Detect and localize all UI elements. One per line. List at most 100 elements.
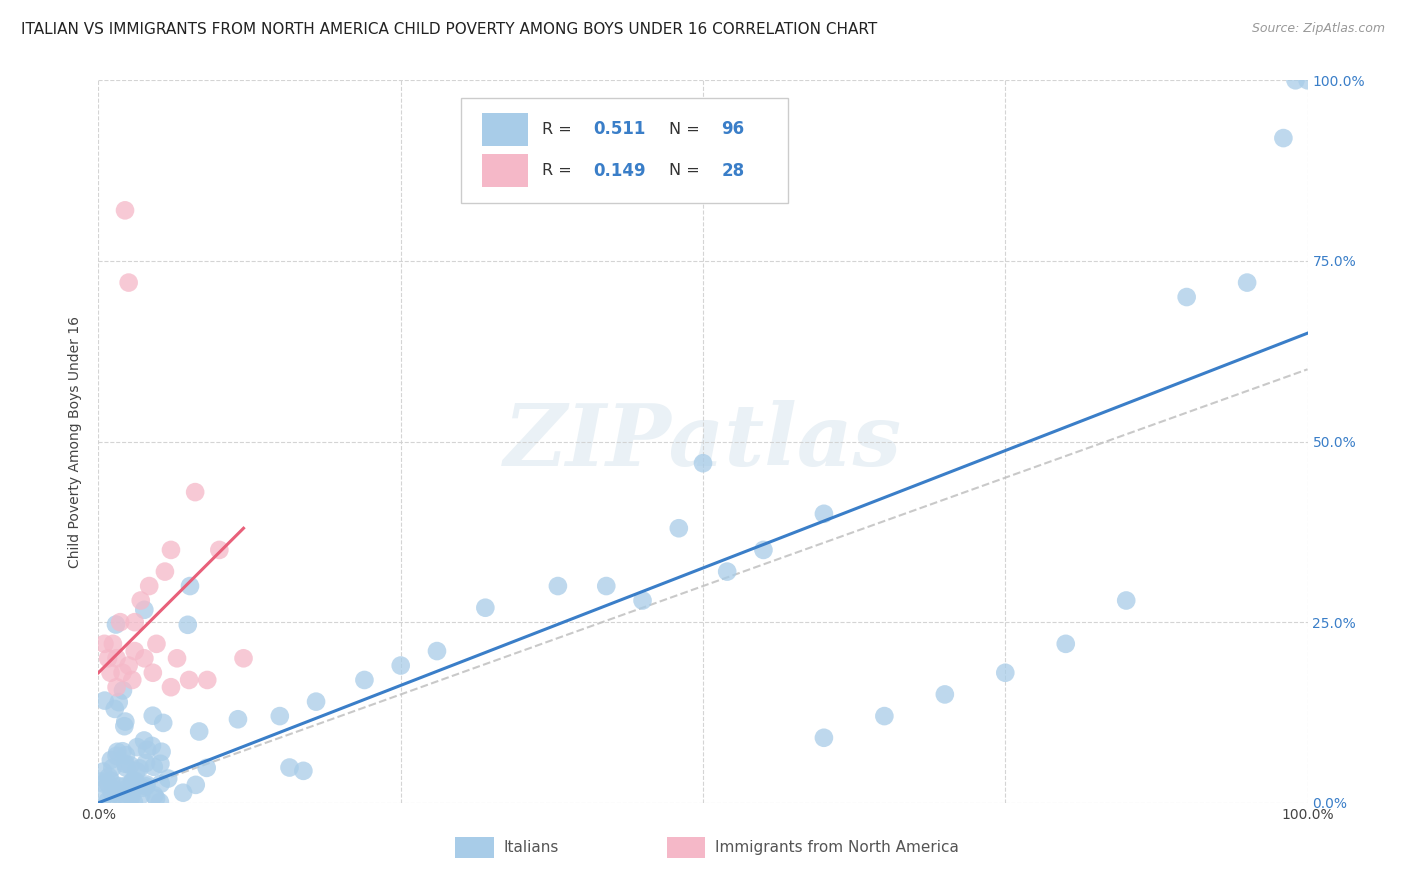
Point <box>97 777 120 791</box>
Point <box>136 743 159 757</box>
Point <box>97 651 120 665</box>
Point <box>160 680 183 694</box>
Point <box>111 665 134 680</box>
Point <box>104 784 127 798</box>
Point <box>115 761 138 775</box>
Point <box>1272 131 1295 145</box>
Point <box>114 783 136 797</box>
Point <box>105 651 128 665</box>
Point <box>108 789 131 803</box>
Point <box>97 794 120 808</box>
Point <box>132 780 155 795</box>
Point <box>112 719 135 733</box>
Point <box>128 761 150 775</box>
Point <box>101 786 124 800</box>
Text: Italians: Italians <box>503 840 558 855</box>
Point <box>149 777 172 791</box>
FancyBboxPatch shape <box>482 113 527 145</box>
Y-axis label: Child Poverty Among Boys Under 16: Child Poverty Among Boys Under 16 <box>69 316 83 567</box>
Point <box>91 792 114 806</box>
Point <box>208 542 231 557</box>
Point <box>127 740 149 755</box>
Point <box>101 637 124 651</box>
Point <box>195 673 218 687</box>
Point <box>813 507 835 521</box>
Point <box>129 788 152 802</box>
Text: Source: ZipAtlas.com: Source: ZipAtlas.com <box>1251 22 1385 36</box>
Point <box>1175 290 1198 304</box>
Point <box>111 744 134 758</box>
Point <box>114 779 136 793</box>
Point <box>1284 73 1306 87</box>
Text: 0.149: 0.149 <box>593 161 645 179</box>
Point <box>631 593 654 607</box>
Point <box>124 773 146 788</box>
Point <box>179 673 201 687</box>
FancyBboxPatch shape <box>461 98 787 203</box>
Text: 96: 96 <box>721 120 744 138</box>
Point <box>124 615 146 630</box>
Point <box>120 789 142 803</box>
Point <box>389 658 412 673</box>
Point <box>152 715 174 730</box>
Point <box>108 615 131 630</box>
FancyBboxPatch shape <box>456 837 494 858</box>
Point <box>1236 276 1258 290</box>
Point <box>118 276 141 290</box>
Point <box>157 772 180 786</box>
Text: R =: R = <box>543 122 576 136</box>
Point <box>105 748 128 763</box>
Point <box>692 456 714 470</box>
Point <box>93 693 115 707</box>
Point <box>105 680 128 694</box>
Point <box>121 774 143 789</box>
Point <box>120 758 142 772</box>
Point <box>124 780 146 794</box>
Point <box>93 777 115 791</box>
FancyBboxPatch shape <box>666 837 706 858</box>
Point <box>114 714 136 729</box>
Point <box>104 617 127 632</box>
Point <box>1296 73 1319 87</box>
Text: N =: N = <box>669 122 704 136</box>
Point <box>125 764 148 778</box>
Point <box>122 795 145 809</box>
Point <box>132 733 155 747</box>
Point <box>278 760 301 774</box>
Point <box>305 695 328 709</box>
Point <box>101 761 124 775</box>
Point <box>292 764 315 778</box>
Point <box>426 644 449 658</box>
Point <box>100 753 122 767</box>
Point <box>166 651 188 665</box>
Point <box>1115 593 1137 607</box>
Point <box>114 203 136 218</box>
Point <box>135 778 157 792</box>
Point <box>153 565 176 579</box>
Point <box>232 651 254 665</box>
Point <box>142 760 165 774</box>
Point <box>1054 637 1077 651</box>
Point <box>122 774 145 789</box>
Point <box>100 773 122 788</box>
Point <box>160 542 183 557</box>
Point <box>142 708 165 723</box>
Point <box>353 673 375 687</box>
Point <box>184 778 207 792</box>
Point <box>114 791 136 805</box>
Point <box>752 542 775 557</box>
Point <box>105 788 128 802</box>
Point <box>100 665 122 680</box>
Point <box>134 603 156 617</box>
Point <box>145 637 167 651</box>
Point <box>150 745 173 759</box>
Point <box>107 695 129 709</box>
Point <box>142 665 165 680</box>
Point <box>138 579 160 593</box>
Point <box>104 702 127 716</box>
Point <box>668 521 690 535</box>
Point <box>91 764 114 779</box>
Point <box>141 739 163 753</box>
Point <box>873 709 896 723</box>
Point <box>172 786 194 800</box>
